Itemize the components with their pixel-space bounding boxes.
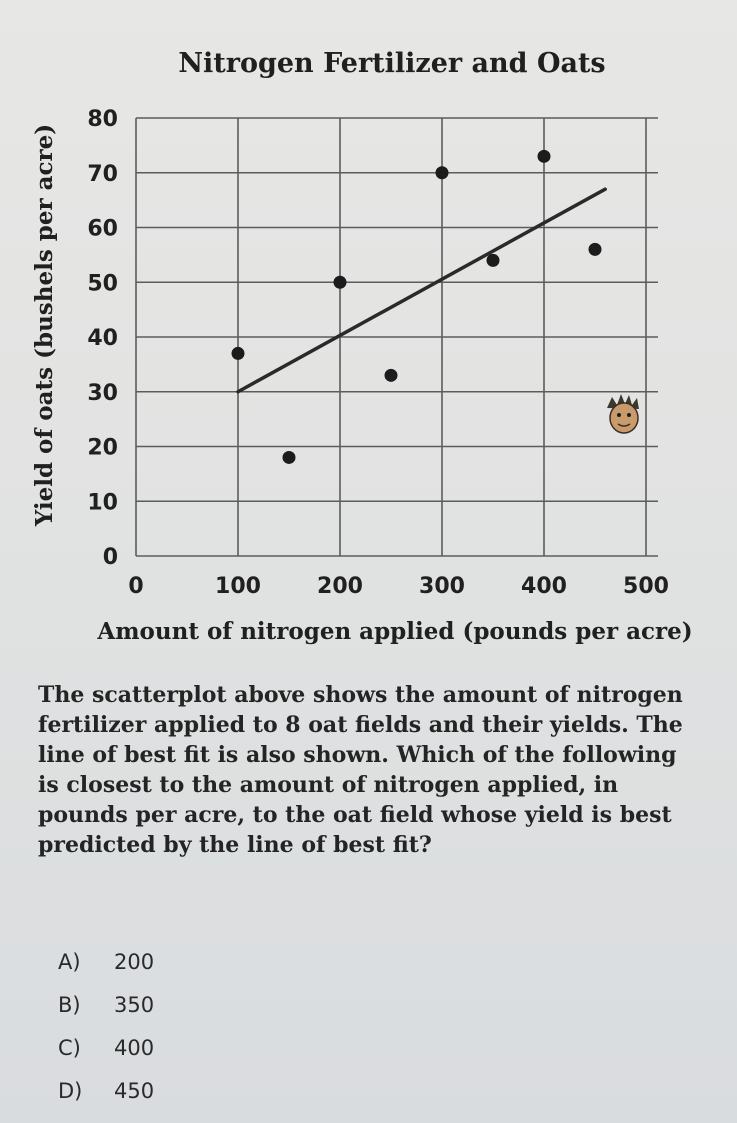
y-tick-label: 30 bbox=[87, 381, 118, 406]
y-tick-label: 80 bbox=[87, 107, 118, 132]
y-tick-label: 60 bbox=[87, 217, 118, 242]
data-points bbox=[231, 149, 602, 464]
x-tick-label: 0 bbox=[128, 574, 143, 599]
answer-choices: A) 200 B) 350 C) 400 D) 450 bbox=[58, 940, 154, 1112]
horizontal-gridlines bbox=[136, 117, 658, 557]
y-tick-label: 20 bbox=[87, 436, 118, 461]
y-tick-label: 10 bbox=[87, 490, 118, 515]
grid bbox=[135, 117, 658, 557]
data-point bbox=[588, 242, 602, 256]
choice-letter: B) bbox=[58, 992, 81, 1017]
data-point bbox=[537, 149, 551, 163]
y-tick-label: 40 bbox=[87, 326, 118, 351]
x-tick-label: 200 bbox=[317, 574, 363, 599]
choice-value: 400 bbox=[114, 1035, 155, 1060]
y-tick-label: 0 bbox=[103, 545, 118, 570]
x-tick-label: 400 bbox=[521, 574, 567, 599]
choice-value: 200 bbox=[114, 949, 155, 974]
choice-letter: A) bbox=[58, 949, 81, 974]
data-point bbox=[333, 275, 347, 289]
choice-letter: D) bbox=[58, 1078, 83, 1103]
choice-value: 350 bbox=[114, 992, 155, 1017]
line-of-best-fit bbox=[236, 187, 607, 394]
x-axis-ticks: 0 100 200 300 400 500 bbox=[128, 574, 669, 599]
cartoon-face-icon bbox=[607, 394, 639, 434]
x-tick-label: 300 bbox=[419, 574, 465, 599]
choice-a[interactable]: A) 200 bbox=[58, 940, 154, 983]
data-point bbox=[486, 253, 500, 267]
choice-c[interactable]: C) 400 bbox=[58, 1026, 154, 1069]
choice-d[interactable]: D) 450 bbox=[58, 1069, 154, 1112]
scatter-chart: Nitrogen Fertilizer and Oats 0 10 20 30 40 50… bbox=[31, 48, 693, 645]
x-axis-title: Amount of nitrogen applied (pounds per a… bbox=[96, 618, 692, 645]
x-tick-label: 100 bbox=[215, 574, 261, 599]
data-point bbox=[384, 368, 398, 382]
choice-b[interactable]: B) 350 bbox=[58, 983, 154, 1026]
choice-letter: C) bbox=[58, 1035, 81, 1060]
choice-value: 450 bbox=[114, 1078, 155, 1103]
y-tick-label: 70 bbox=[87, 162, 118, 187]
question-text: The scatterplot above shows the amount o… bbox=[38, 682, 683, 858]
data-point bbox=[231, 346, 245, 360]
chart-title: Nitrogen Fertilizer and Oats bbox=[178, 48, 605, 79]
data-point bbox=[282, 450, 296, 464]
y-axis-title: Yield of oats (bushels per acre) bbox=[31, 124, 58, 527]
y-axis-ticks: 0 10 20 30 40 50 60 70 80 bbox=[87, 107, 118, 570]
x-tick-label: 500 bbox=[623, 574, 669, 599]
y-tick-label: 50 bbox=[87, 271, 118, 296]
data-point bbox=[435, 166, 449, 180]
